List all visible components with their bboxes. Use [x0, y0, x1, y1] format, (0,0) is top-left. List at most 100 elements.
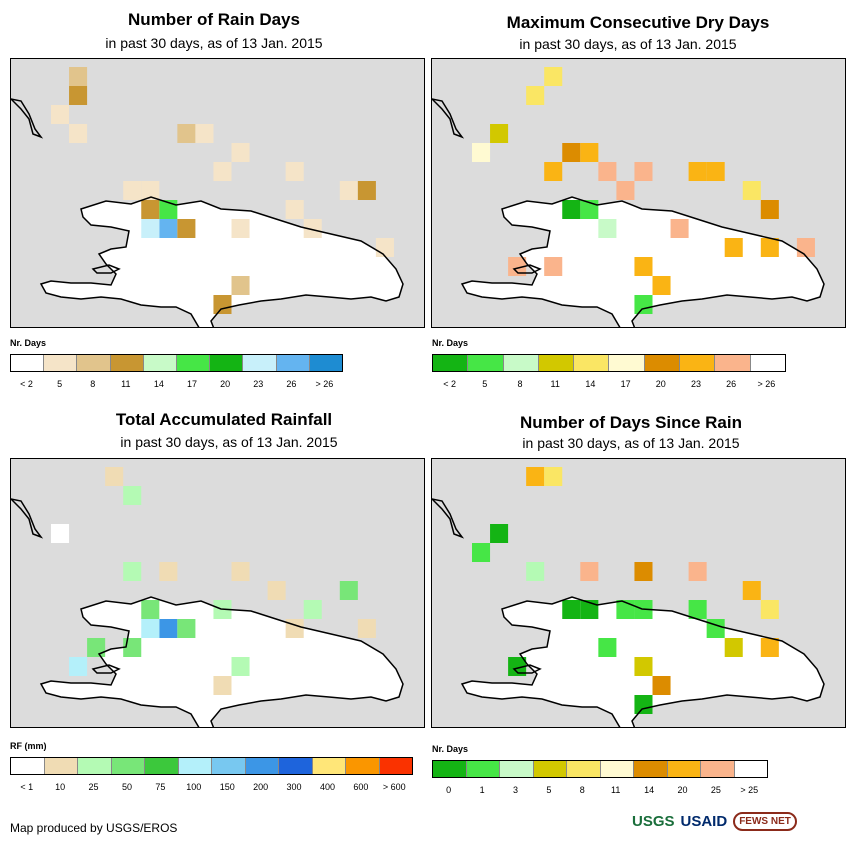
legend-swatch [574, 355, 610, 371]
legend-label: 26 [286, 379, 297, 389]
grid-cell [706, 619, 725, 638]
legend-swatch [567, 761, 601, 777]
legend-label: 14 [644, 785, 655, 795]
legend-swatch [44, 758, 78, 774]
grid-cell [177, 619, 196, 638]
grid-cell [141, 619, 160, 638]
legend-swatch [466, 761, 500, 777]
grid-cell [123, 638, 142, 657]
grid-cell [634, 295, 653, 314]
legend-label: 17 [187, 379, 198, 389]
panel2-legend-bar [432, 354, 786, 372]
legend-label: 23 [690, 379, 702, 389]
coastline [91, 664, 121, 674]
legend-label: > 26 [757, 379, 776, 389]
legend-label: < 1 [20, 782, 34, 792]
rain-days-map [10, 58, 425, 328]
legend-swatch [143, 355, 178, 371]
grid-cell [357, 619, 376, 638]
grid-cell [195, 124, 214, 143]
grid-cell [472, 143, 491, 162]
panel4-legend-bar [432, 760, 768, 778]
legend-swatch [379, 758, 412, 774]
grid-cell [742, 581, 761, 600]
grid-cell [634, 695, 653, 714]
grid-cell [598, 638, 617, 657]
grid-cell [634, 162, 653, 181]
grid-cell [526, 467, 545, 486]
grid-cell [490, 524, 509, 543]
legend-swatch [701, 761, 735, 777]
grid-cell [706, 162, 725, 181]
coastline [39, 596, 404, 727]
legend-swatch [276, 355, 310, 371]
usgs-logo: USGS [632, 812, 675, 830]
legend-label: 17 [620, 379, 631, 389]
grid-cell [724, 238, 743, 257]
coastline [432, 498, 465, 539]
legend-swatch [309, 355, 343, 371]
panel2-subtitle: in past 30 days, as of 13 Jan. 2015 [519, 36, 737, 52]
panel4-title: Number of Days Since Rain [519, 413, 742, 432]
grid-cell [339, 581, 358, 600]
grid-cell [670, 219, 689, 238]
grid-cell [508, 657, 527, 676]
grid-cell [213, 676, 232, 695]
legend-swatch [346, 758, 380, 774]
grid-cell [508, 257, 527, 276]
grid-cell [724, 638, 743, 657]
grid-cell [490, 124, 509, 143]
legend-swatch [634, 761, 668, 777]
grid-cell [87, 638, 106, 657]
grid-cell [141, 181, 160, 200]
grid-cell [69, 124, 88, 143]
legend-label: 20 [655, 379, 666, 389]
map-canvas [11, 467, 404, 727]
legend-label: 23 [253, 379, 264, 389]
grid-cell [69, 86, 88, 105]
legend-swatch [533, 761, 567, 777]
coastline [512, 264, 542, 274]
coastline [11, 498, 44, 539]
panel4-subtitle: in past 30 days, as of 13 Jan. 2015 [522, 435, 740, 451]
legend-label: 20 [220, 379, 231, 389]
panel1-legend-title: Nr. Days [10, 338, 47, 348]
grid-cell [598, 162, 617, 181]
legend-swatch [11, 758, 45, 774]
grid-cell [231, 657, 250, 676]
legend-label: 5 [546, 785, 552, 795]
fews-net-logo: FEWS NET [733, 811, 797, 831]
map-canvas [11, 67, 404, 327]
grid-cell [123, 562, 142, 581]
grid-cell [652, 276, 671, 295]
grid-cell [544, 162, 563, 181]
grid-cell [688, 162, 707, 181]
panel2-title: Maximum Consecutive Dry Days [506, 13, 770, 32]
legend-label: > 600 [382, 782, 406, 792]
legend-label: 10 [55, 782, 66, 792]
legend-label: 5 [482, 379, 488, 389]
panel1-legend-bar [10, 354, 343, 372]
grid-cell [742, 181, 761, 200]
legend-swatch [734, 761, 767, 777]
grid-cell [760, 200, 779, 219]
legend-label: 8 [90, 379, 96, 389]
grid-cell [796, 238, 815, 257]
grid-cell [159, 219, 178, 238]
legend-label: > 25 [740, 785, 759, 795]
grid-cell [231, 562, 250, 581]
grid-cell [544, 67, 563, 86]
legend-label: 5 [57, 379, 63, 389]
island-landmass [41, 597, 403, 727]
coastline [39, 196, 404, 327]
grid-cell [580, 143, 599, 162]
grid-cell [544, 467, 563, 486]
grid-cell [213, 295, 232, 314]
grid-cell [213, 162, 232, 181]
legend-swatch [503, 355, 539, 371]
grid-cell [177, 219, 196, 238]
legend-swatch [715, 355, 751, 371]
panel2-legend-title: Nr. Days [432, 338, 469, 348]
grid-cell [231, 143, 250, 162]
grid-cell [760, 638, 779, 657]
